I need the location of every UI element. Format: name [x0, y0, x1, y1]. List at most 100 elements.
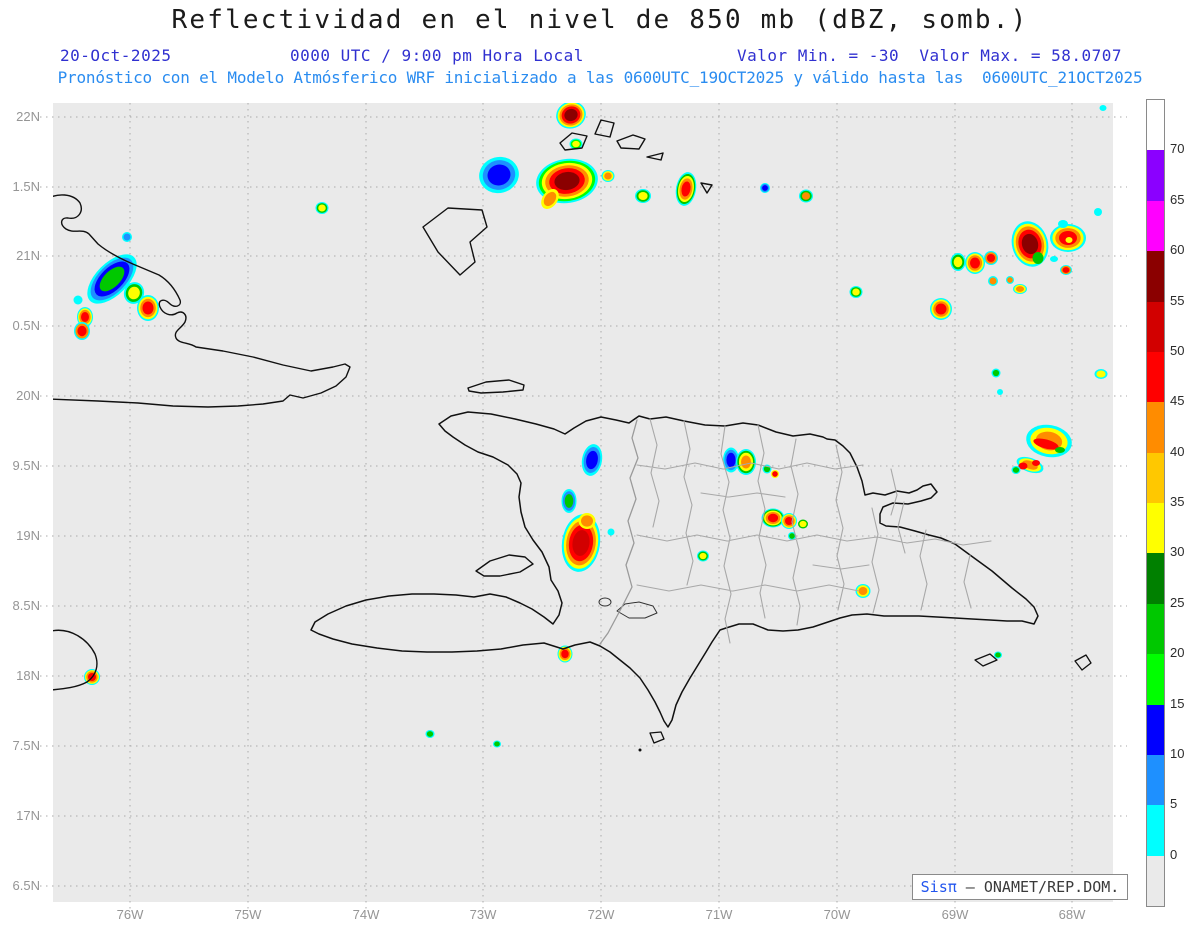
reflectivity-ring: [487, 164, 511, 186]
reflectivity-ring: [785, 517, 793, 525]
reflectivity-cell: [697, 550, 709, 562]
min-max-values-label: Valor Min. = -30 Valor Max. = 58.0707: [737, 46, 1123, 65]
reflectivity-ring: [81, 312, 89, 322]
reflectivity-cell: [988, 276, 998, 286]
reflectivity-cell: [1099, 105, 1107, 111]
watermark-badge: Sisπ – ONAMET/REP.DOM.: [912, 874, 1128, 900]
reflectivity-cell: [73, 295, 83, 305]
x-axis-tick-label: 76W: [116, 907, 144, 922]
reflectivity-cell: [771, 470, 779, 478]
reflectivity-cell: [1050, 256, 1058, 262]
colorbar-tick-label: 60: [1170, 242, 1185, 258]
reflectivity-ring: [935, 303, 947, 315]
colorbar-tick-label: 55: [1170, 292, 1185, 308]
reflectivity-ring: [1015, 286, 1025, 292]
reflectivity-ring: [123, 233, 131, 241]
reflectivity-cell: [137, 295, 159, 321]
reflectivity-cell: [761, 508, 785, 528]
x-axis-tick-label: 73W: [469, 907, 497, 922]
reflectivity-ring: [572, 140, 580, 148]
reflectivity-ring: [604, 172, 612, 180]
y-axis-tick-label: 17N: [16, 808, 40, 823]
reflectivity-ring: [1099, 105, 1107, 111]
colorbar-segment: [1147, 553, 1164, 604]
reflectivity-ring: [789, 533, 795, 539]
reflectivity-cell: [315, 202, 329, 214]
island-great-inagua: [422, 207, 488, 276]
reflectivity-ring: [426, 731, 434, 737]
reflectivity-cell: [1013, 284, 1027, 294]
y-axis-tick-label: 22N: [16, 109, 40, 124]
reflectivity-cell: [991, 368, 1001, 378]
reflectivity-cell: [77, 307, 93, 327]
reflectivity-cell: [1055, 447, 1065, 453]
reflectivity-cell: [1011, 466, 1021, 474]
x-axis-tick-label: 71W: [705, 907, 733, 922]
reflectivity-ring: [1021, 233, 1039, 255]
reflectivity-ring: [564, 494, 574, 508]
reflectivity-ring: [741, 455, 751, 469]
reflectivity-ring: [554, 171, 580, 191]
reflectivity-cell: [557, 645, 573, 663]
colorbar-segment: [1147, 251, 1164, 302]
reflectivity-ring: [970, 257, 980, 269]
reflectivity-cell: [1060, 265, 1072, 275]
reflectivity-cell: [930, 298, 952, 320]
y-axis-tick-label: 0.5N: [12, 318, 40, 333]
reflectivity-cell: [479, 156, 519, 194]
y-axis-tick-label: 20N: [16, 388, 40, 403]
colorbar-segment: [1147, 704, 1164, 755]
reflectivity-cell: [950, 253, 966, 271]
coastline-hispaniola: [310, 411, 1039, 728]
reflectivity-cell: [493, 740, 501, 748]
page-title: Reflectividad en el nivel de 850 mb (dBZ…: [171, 5, 1029, 35]
reflectivity-ring: [858, 586, 868, 596]
colorbar-tick-label: 35: [1170, 494, 1185, 509]
reflectivity-ring: [318, 204, 326, 212]
reflectivity-ring: [564, 108, 578, 122]
reflectivity-cell: [635, 189, 651, 203]
reflectivity-cell: [1094, 208, 1102, 216]
reflectivity-cell: [541, 189, 559, 209]
colorbar-tick-label: 30: [1170, 544, 1185, 560]
reflectivity-ring: [1096, 370, 1106, 378]
reflectivity-cell: [723, 447, 739, 473]
reflectivity-ring: [561, 649, 569, 659]
reflectivity-ring: [989, 277, 997, 285]
colorbar-tick-label: 5: [1170, 796, 1178, 812]
y-axis-tick-label: 8.5N: [12, 598, 40, 613]
reflectivity-ring: [1033, 438, 1059, 450]
lake-saumatre: [598, 597, 612, 607]
colorbar-tick-label: 45: [1170, 393, 1185, 409]
reflectivity-ring: [953, 256, 963, 268]
reflectivity-ring: [1094, 208, 1102, 216]
colorbar-segment: [1147, 200, 1164, 252]
reflectivity-ring: [799, 520, 807, 528]
watermark-brand: Sisπ: [920, 878, 957, 896]
colorbar-segment: [1147, 754, 1164, 806]
reflectivity-ring: [699, 552, 707, 560]
reflectivity-cell: [561, 489, 577, 513]
reflectivity-ring: [1058, 220, 1068, 228]
colorbar-segment: [1147, 452, 1164, 503]
reflectivity-cell: [1032, 460, 1040, 466]
x-axis-tick-label: 69W: [941, 907, 969, 922]
reflectivity-cell: [578, 513, 596, 529]
reflectivity-ring: [801, 192, 811, 200]
reflectivity-cell: [556, 103, 586, 129]
reflectivity-cell: [798, 519, 808, 529]
coastline-cuba: [53, 194, 351, 408]
reflectivity-cell: [581, 444, 603, 476]
colorbar-tick-label: 50: [1170, 342, 1185, 358]
reflectivity-cell: [1006, 276, 1014, 284]
reflectivity-cell: [1094, 369, 1108, 379]
colorbar-segment: [1147, 855, 1164, 906]
y-axis-tick-label: 19N: [16, 528, 40, 543]
reflectivity-ring: [586, 450, 598, 470]
reflectivity-ring: [142, 301, 154, 315]
island-alto-velo: [638, 748, 642, 752]
reflectivity-cell: [1033, 438, 1059, 450]
reflectivity-cell: [1065, 237, 1073, 243]
